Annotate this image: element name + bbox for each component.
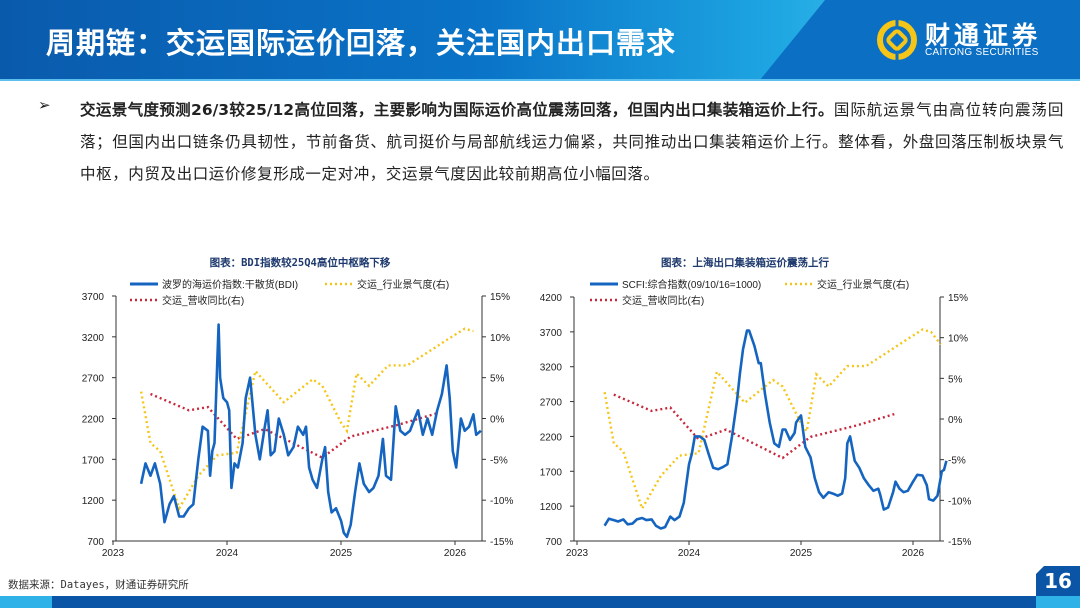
y-tick-label-left: 3200 [540,363,562,374]
y-tick-label-right: -10% [948,496,971,507]
y-tick-label-right: -5% [948,456,966,467]
summary-bold: 交运景气度预测26/3较25/12高位回落，主要影响为国际运价高位震荡回落，但国… [80,101,834,119]
logo-text-cn: 财通证券 [925,21,1042,50]
series-line-revenue [150,392,437,460]
x-tick-label: 2023 [566,548,589,559]
y-tick-label-left: 2200 [540,432,562,443]
y-tick-label-right: 10% [490,333,510,344]
y-tick-label-left: 3700 [540,328,562,339]
series-line-main [603,329,948,530]
footer-accent-left [0,596,52,608]
data-source-note: 数据来源：Datayes，财通证券研究所 [8,579,189,591]
logo-text-en: CAITONG SECURITIES [925,47,1039,58]
y-tick-label-left: 3200 [82,333,105,344]
series-line-sentiment [603,328,942,512]
y-tick-label-right: 15% [490,292,510,303]
summary-normal: 国际航运景气由高位转向震荡回落；但国内出口链条仍具韧性，节前备货、航司挺价与局部… [80,101,1064,183]
footer-accent-right [1036,596,1080,608]
y-tick-label-right: 10% [948,334,968,345]
bdi-chart: 3700 3200 2700 2200 1700 1200 700 15% 10% 5% 0% -5%… [82,278,514,559]
legend-label: 交运_营收同比(右) [162,294,244,307]
y-tick-label-left: 2700 [82,374,105,385]
legend-label: 交运_行业景气度(右) [817,278,909,291]
y-tick-label-left: 700 [87,537,104,548]
x-tick-label: 2026 [444,548,467,559]
arrow-bullet-icon: ➢ [38,96,51,114]
y-tick-label-right: 0% [490,415,505,426]
y-tick-label-left: 4200 [540,293,562,304]
y-tick-label-left: 2700 [540,398,562,409]
y-tick-label-right: -15% [948,537,971,548]
summary-paragraph: 交运景气度预测26/3较25/12高位回落，主要影响为国际运价高位震荡回落，但国… [80,94,1064,190]
x-tick-label: 2025 [790,548,813,559]
legend-label: 波罗的海运价指数:干散货(BDI) [162,278,298,291]
y-tick-label-left: 700 [545,537,562,548]
legend-label: 交运_营收同比(右) [622,294,704,307]
series-line-sentiment [139,327,474,512]
page-number: 16 [1036,566,1080,596]
y-tick-label-right: -15% [490,537,513,548]
series-line-main [139,323,482,539]
x-tick-label: 2025 [330,548,353,559]
chart-title-scfi: 图表：上海出口集装箱运价震荡上行 [661,257,829,269]
series-line-revenue [613,393,895,460]
logo-coin-icon [877,20,917,60]
x-tick-label: 2026 [902,548,925,559]
page-title: 周期链：交运国际运价回落，关注国内出口需求 [46,26,677,60]
y-tick-label-right: 15% [948,293,968,304]
x-tick-label: 2024 [678,548,701,559]
y-tick-label-left: 1200 [82,496,105,507]
y-tick-label-left: 1700 [540,467,562,478]
scfi-chart: 4200 3700 3200 2700 2200 1700 1200 700 15% 10% 5% 0… [540,278,971,559]
header-divider [0,79,1080,81]
y-tick-label-left: 1700 [82,455,105,466]
y-tick-label-left: 1200 [540,502,562,513]
company-logo: 财通证券 CAITONG SECURITIES [875,18,1055,64]
chart-title-bdi: 图表：BDI指数较25Q4高位中枢略下移 [209,257,391,269]
y-tick-label-right: 5% [948,374,963,385]
y-tick-label-left: 3700 [82,292,105,303]
x-tick-label: 2024 [216,548,239,559]
legend-label: SCFI:综合指数(09/10/16=1000) [622,278,761,291]
footer-bar [0,596,1080,608]
y-tick-label-right: -5% [490,455,508,466]
x-tick-label: 2023 [102,548,125,559]
y-tick-label-right: 0% [948,415,963,426]
y-tick-label-right: -10% [490,496,513,507]
y-tick-label-left: 2200 [82,415,105,426]
y-tick-label-right: 5% [490,374,505,385]
legend-label: 交运_行业景气度(右) [357,278,449,291]
